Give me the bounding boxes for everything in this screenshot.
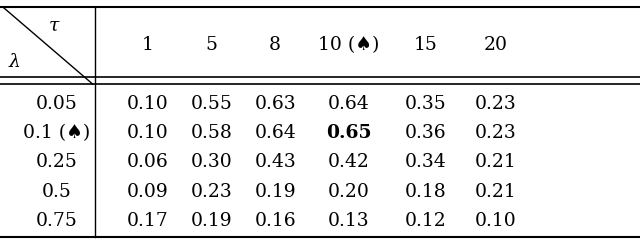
- Text: 20: 20: [484, 36, 508, 54]
- Text: 0.19: 0.19: [190, 212, 232, 230]
- Text: 0.64: 0.64: [328, 95, 370, 113]
- Text: 0.63: 0.63: [254, 95, 296, 113]
- Text: 0.10: 0.10: [126, 124, 168, 142]
- Text: 0.23: 0.23: [475, 95, 517, 113]
- Text: 10 (♠): 10 (♠): [318, 36, 380, 54]
- Text: 0.1 (♠): 0.1 (♠): [22, 124, 90, 142]
- Text: 0.12: 0.12: [404, 212, 447, 230]
- Text: λ: λ: [8, 53, 20, 71]
- Text: 0.64: 0.64: [254, 124, 296, 142]
- Text: 0.18: 0.18: [404, 183, 447, 201]
- Text: 0.36: 0.36: [404, 124, 447, 142]
- Text: 0.13: 0.13: [328, 212, 370, 230]
- Text: 0.65: 0.65: [326, 124, 372, 142]
- Text: 0.21: 0.21: [475, 153, 517, 171]
- Text: 0.10: 0.10: [126, 95, 168, 113]
- Text: 8: 8: [269, 36, 281, 54]
- Text: 0.43: 0.43: [254, 153, 296, 171]
- Text: 0.10: 0.10: [475, 212, 517, 230]
- Text: 0.06: 0.06: [126, 153, 168, 171]
- Text: 0.42: 0.42: [328, 153, 370, 171]
- Text: 0.55: 0.55: [190, 95, 232, 113]
- Text: 0.23: 0.23: [475, 124, 517, 142]
- Text: 0.30: 0.30: [190, 153, 232, 171]
- Text: 0.23: 0.23: [190, 183, 232, 201]
- Text: 0.58: 0.58: [190, 124, 232, 142]
- Text: 0.20: 0.20: [328, 183, 370, 201]
- Text: 0.25: 0.25: [35, 153, 77, 171]
- Text: 0.16: 0.16: [254, 212, 296, 230]
- Text: 0.21: 0.21: [475, 183, 517, 201]
- Text: τ: τ: [49, 17, 60, 35]
- Text: 0.17: 0.17: [126, 212, 168, 230]
- Text: 0.75: 0.75: [35, 212, 77, 230]
- Text: 0.09: 0.09: [126, 183, 168, 201]
- Text: 0.34: 0.34: [404, 153, 447, 171]
- Text: 1: 1: [141, 36, 153, 54]
- Text: 0.05: 0.05: [35, 95, 77, 113]
- Text: 15: 15: [413, 36, 438, 54]
- Text: 0.35: 0.35: [404, 95, 447, 113]
- Text: 0.19: 0.19: [254, 183, 296, 201]
- Text: 5: 5: [205, 36, 217, 54]
- Text: 0.5: 0.5: [42, 183, 71, 201]
